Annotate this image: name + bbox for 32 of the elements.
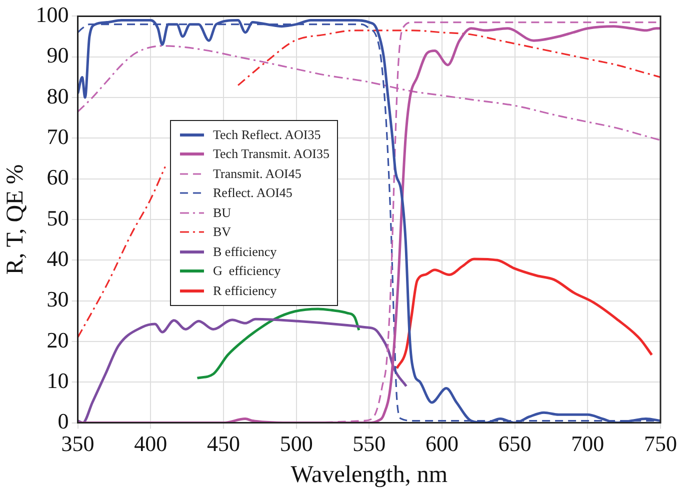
y-tick-label: 20 bbox=[46, 327, 69, 352]
x-tick-label: 450 bbox=[206, 430, 240, 456]
legend-label: Tech Transmit. AOI35 bbox=[213, 146, 330, 162]
legend-label: BU bbox=[213, 204, 232, 221]
x-tick-label: 700 bbox=[571, 430, 604, 456]
x-tick-label: 600 bbox=[425, 430, 458, 456]
y-tick-label: 30 bbox=[46, 286, 69, 312]
x-axis-title: Wavelength, nm bbox=[290, 462, 448, 488]
y-tick-label: 90 bbox=[46, 42, 69, 68]
y-tick-label: 10 bbox=[46, 368, 69, 393]
x-tick-label: 550 bbox=[352, 430, 386, 456]
y-tick-label: 50 bbox=[46, 205, 69, 230]
legend-label: R efficiency bbox=[213, 282, 277, 299]
line-series bbox=[196, 308, 360, 380]
legend-label: G efficiency bbox=[213, 263, 281, 280]
y-tick-label: 70 bbox=[46, 124, 69, 149]
line-series bbox=[396, 258, 654, 370]
legend-label: BV bbox=[213, 224, 232, 240]
y-tick-label: 60 bbox=[46, 164, 69, 190]
x-tick-label: 650 bbox=[498, 430, 532, 456]
y-tick-label: 80 bbox=[46, 83, 69, 108]
legend-label: Tech Reflect. AOI35 bbox=[213, 126, 321, 143]
legend-label: Reflect. AOI45 bbox=[213, 185, 292, 202]
x-tick-label: 400 bbox=[134, 430, 168, 456]
legend-label: B efficiency bbox=[213, 244, 277, 260]
y-tick-label: 100 bbox=[36, 2, 69, 27]
y-axis-title: R, T, QE % bbox=[2, 164, 29, 275]
line-series bbox=[78, 318, 408, 423]
x-tick-label: 750 bbox=[644, 430, 677, 456]
legend-label: Transmit. AOI45 bbox=[213, 166, 302, 182]
y-tick-label: 40 bbox=[46, 246, 69, 271]
x-tick-label: 500 bbox=[280, 430, 313, 456]
